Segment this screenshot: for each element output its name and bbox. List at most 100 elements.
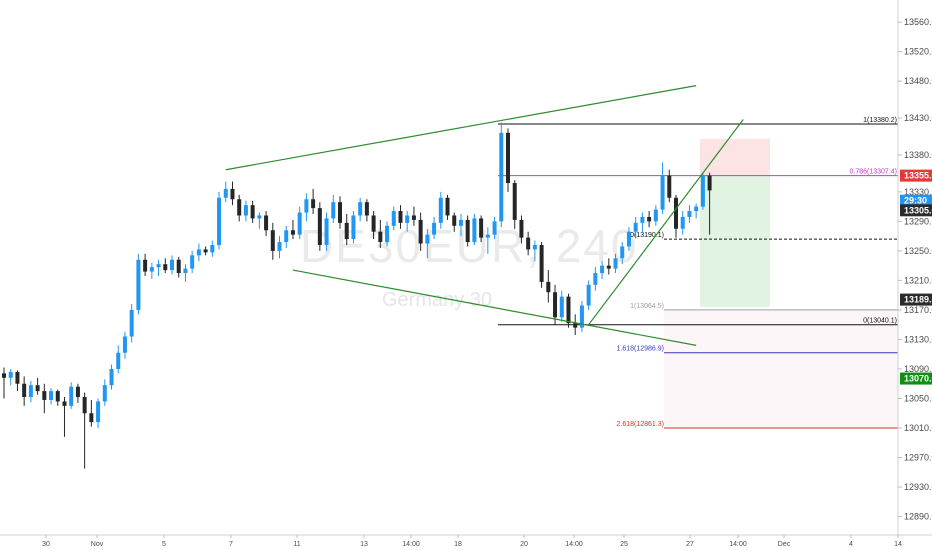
candle-body bbox=[351, 215, 356, 240]
y-tick-label: 13430.0 bbox=[904, 113, 932, 123]
fib-levels: 1(13380.2) 0.786(13307.4) 0(13190.1) 1(1306… bbox=[498, 117, 898, 429]
trendline bbox=[588, 119, 744, 326]
x-tick-label: 11 bbox=[293, 541, 300, 548]
candle-body bbox=[237, 199, 242, 216]
trendline bbox=[225, 85, 697, 171]
candle-body bbox=[183, 268, 188, 274]
candle-body bbox=[472, 218, 477, 243]
y-tick-label: 13090.0 bbox=[904, 364, 932, 374]
candle-body bbox=[559, 296, 564, 318]
candle-body bbox=[660, 175, 665, 210]
candle-body bbox=[620, 246, 625, 259]
candle-body bbox=[257, 215, 262, 219]
fib-level-label: 2.618(12861.3) bbox=[617, 421, 664, 428]
y-tick-label: 13250.0 bbox=[904, 246, 932, 256]
candle-body bbox=[358, 202, 363, 216]
y-tick-label: 13170.0 bbox=[904, 305, 932, 315]
x-tick-label: 14:00 bbox=[565, 541, 583, 548]
fib-level-label: 0.786(13307.4) bbox=[850, 169, 897, 176]
candle-body bbox=[694, 206, 699, 212]
candle-body bbox=[405, 215, 410, 223]
candle-body bbox=[391, 211, 396, 226]
candle-body bbox=[22, 383, 27, 398]
candle-body bbox=[277, 242, 282, 251]
candle-body bbox=[532, 244, 537, 250]
candle-body bbox=[573, 323, 578, 328]
candles bbox=[2, 122, 712, 469]
candle-body bbox=[223, 188, 228, 198]
candle-body bbox=[687, 211, 692, 217]
candle-body bbox=[452, 215, 457, 226]
candle-body bbox=[512, 183, 517, 220]
candle-body bbox=[15, 371, 20, 384]
fib-level-label: 1(13064.5) bbox=[630, 303, 664, 310]
candle-body bbox=[626, 231, 631, 247]
candle-body bbox=[492, 221, 497, 235]
candle-body bbox=[600, 265, 605, 274]
y-tick-label: 13010.0 bbox=[904, 423, 932, 433]
candle-body bbox=[2, 373, 6, 378]
price-tag-box bbox=[900, 169, 932, 182]
candle-body bbox=[55, 391, 60, 402]
candle-body bbox=[371, 215, 376, 232]
y-tick-label: 13130.0 bbox=[904, 334, 932, 344]
candle-body bbox=[284, 230, 289, 243]
candle-body bbox=[82, 397, 87, 414]
candle-body bbox=[653, 209, 658, 222]
time-axis[interactable]: 30 Nov 5 7 11 13 14:00 18 20 14:00 25 27 14:00 Dec 4 14 bbox=[0, 534, 932, 548]
candle-body bbox=[680, 216, 685, 229]
fib-level-label: 0(13040.1) bbox=[863, 318, 897, 325]
candle-body bbox=[432, 222, 437, 235]
candle-body bbox=[606, 265, 611, 269]
candle-body bbox=[129, 309, 134, 337]
candle-body bbox=[317, 208, 322, 245]
candle-body bbox=[640, 216, 645, 223]
x-tick-label: Dec bbox=[778, 541, 791, 548]
x-tick-label: 14 bbox=[894, 541, 902, 548]
candle-body bbox=[586, 284, 591, 306]
price-tag-label: 13189.8 bbox=[904, 295, 932, 305]
candle-body bbox=[116, 352, 121, 369]
candle-body bbox=[479, 218, 484, 238]
candle-body bbox=[136, 259, 141, 310]
candle-body bbox=[613, 258, 618, 269]
price-tag-box bbox=[900, 293, 932, 306]
candle-body bbox=[69, 386, 74, 406]
y-tick-label: 13380.0 bbox=[904, 150, 932, 160]
candle-body bbox=[190, 255, 195, 269]
x-tick-label: Nov bbox=[91, 541, 104, 548]
price-tag-label: 13355.0 bbox=[904, 171, 932, 181]
candle-body bbox=[250, 205, 255, 219]
x-tick-label: 14:00 bbox=[402, 541, 420, 548]
candle-body bbox=[290, 230, 295, 235]
candle-body bbox=[156, 264, 161, 268]
candle-body bbox=[418, 219, 423, 244]
x-tick-label: 7 bbox=[229, 541, 233, 548]
candle-body bbox=[707, 175, 712, 191]
price-tag-box bbox=[900, 204, 932, 217]
stop-loss-zone bbox=[700, 138, 770, 176]
y-tick-label: 12970.0 bbox=[904, 453, 932, 463]
candle-body bbox=[667, 175, 672, 198]
price-tag-label: 13305.0 bbox=[904, 205, 932, 215]
candle-body bbox=[176, 259, 181, 274]
candle-body bbox=[243, 205, 248, 216]
x-tick-label: 4 bbox=[849, 541, 853, 548]
candle-body bbox=[338, 202, 342, 223]
candle-body bbox=[458, 219, 463, 226]
x-tick-label: 14:00 bbox=[729, 541, 747, 548]
x-tick-label: 30 bbox=[42, 541, 50, 548]
candle-body bbox=[579, 305, 584, 328]
candle-body bbox=[196, 249, 201, 256]
candle-body bbox=[203, 249, 208, 253]
candle-body bbox=[499, 132, 504, 222]
candle-body bbox=[647, 216, 652, 222]
price-axis[interactable]: 12890.0 12930.0 12970.0 13010.0 13050.0 13090… bbox=[897, 0, 932, 535]
channel-lines bbox=[225, 85, 744, 346]
y-tick-label: 13560.0 bbox=[904, 17, 932, 27]
candle-body bbox=[633, 222, 638, 232]
x-tick-label: 25 bbox=[620, 541, 628, 548]
candle-body bbox=[674, 197, 678, 229]
